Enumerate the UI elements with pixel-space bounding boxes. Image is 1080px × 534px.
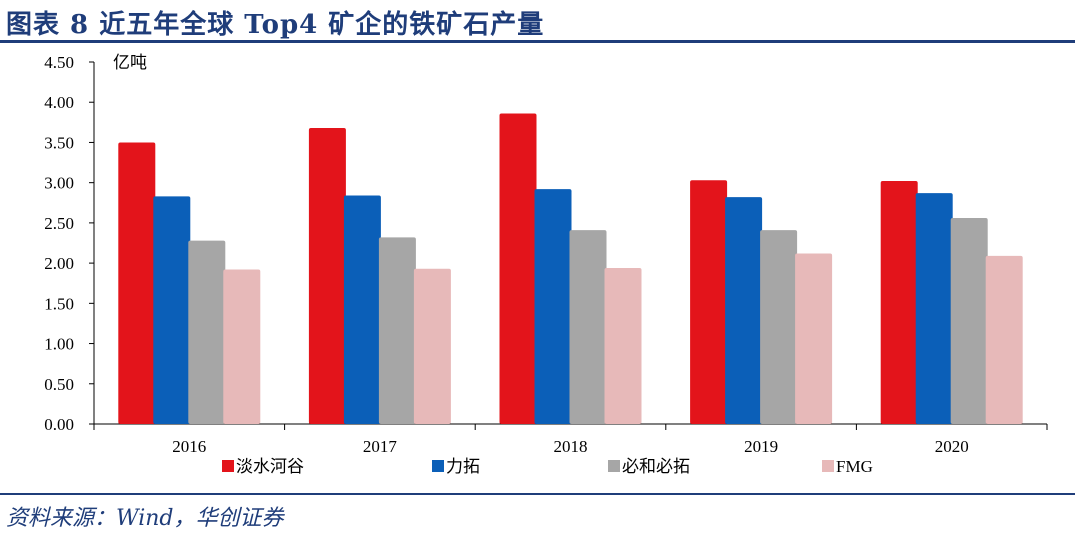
legend-label: 力拓	[446, 457, 480, 476]
title-divider	[0, 40, 1075, 43]
title-bar: 图表 8 近五年全球 Top4 矿企的铁矿石产量	[0, 0, 1080, 42]
x-tick-label: 2016	[172, 437, 206, 456]
y-tick-label: 2.00	[44, 254, 74, 273]
y-tick-label: 3.50	[44, 133, 74, 152]
footer-divider	[0, 493, 1075, 495]
legend-label: FMG	[836, 457, 873, 476]
bar	[118, 142, 156, 424]
y-tick-label: 1.50	[44, 294, 74, 313]
legend-label: 必和必拓	[622, 457, 690, 476]
y-tick-label: 1.00	[44, 335, 74, 354]
legend-swatch	[222, 460, 234, 472]
y-axis: 0.00 0.50 1.00 1.50 2.00 2.50 3.00 3.50 4.00 4.50…	[44, 53, 147, 434]
bar	[413, 268, 451, 424]
bar	[760, 230, 798, 424]
legend-swatch	[432, 460, 444, 472]
x-tick-label: 2018	[554, 437, 588, 456]
bar	[499, 113, 537, 425]
y-tick-label: 4.50	[44, 53, 74, 72]
x-tick-label: 2020	[935, 437, 969, 456]
legend-swatch	[822, 460, 834, 472]
bar	[795, 253, 833, 424]
x-axis: 2016 2017 2018 2019 2020	[93, 423, 1048, 456]
legend: 淡水河谷 力拓 必和必拓 FMG	[222, 457, 873, 476]
bar	[604, 267, 642, 424]
legend-label: 淡水河谷	[236, 457, 304, 476]
source-note: 资料来源：Wind，华创证券	[6, 506, 284, 531]
bar	[534, 189, 572, 424]
y-tick-label: 2.50	[44, 214, 74, 233]
bar	[985, 255, 1023, 424]
bar	[153, 196, 191, 424]
bars	[118, 113, 1023, 425]
x-tick-label: 2019	[744, 437, 778, 456]
bar	[223, 269, 261, 424]
bar	[950, 218, 988, 424]
bar	[378, 237, 416, 424]
bar	[308, 127, 346, 424]
x-tick-label: 2017	[363, 437, 398, 456]
bar	[343, 195, 381, 424]
page-title: 图表 8 近五年全球 Top4 矿企的铁矿石产量	[6, 10, 545, 40]
bar	[188, 240, 226, 424]
bar	[690, 180, 728, 424]
y-axis-unit-label: 亿吨	[113, 53, 147, 72]
bar	[880, 181, 918, 424]
y-tick-label: 4.00	[44, 93, 74, 112]
bar-chart: 0.00 0.50 1.00 1.50 2.00 2.50 3.00 3.50 4.00 4.50…	[44, 53, 1048, 476]
legend-swatch	[608, 460, 620, 472]
y-tick-label: 0.00	[44, 415, 74, 434]
y-tick-label: 3.00	[44, 174, 74, 193]
bar	[725, 197, 763, 424]
bar	[569, 230, 607, 424]
bar	[915, 193, 953, 424]
y-tick-label: 0.50	[44, 375, 74, 394]
